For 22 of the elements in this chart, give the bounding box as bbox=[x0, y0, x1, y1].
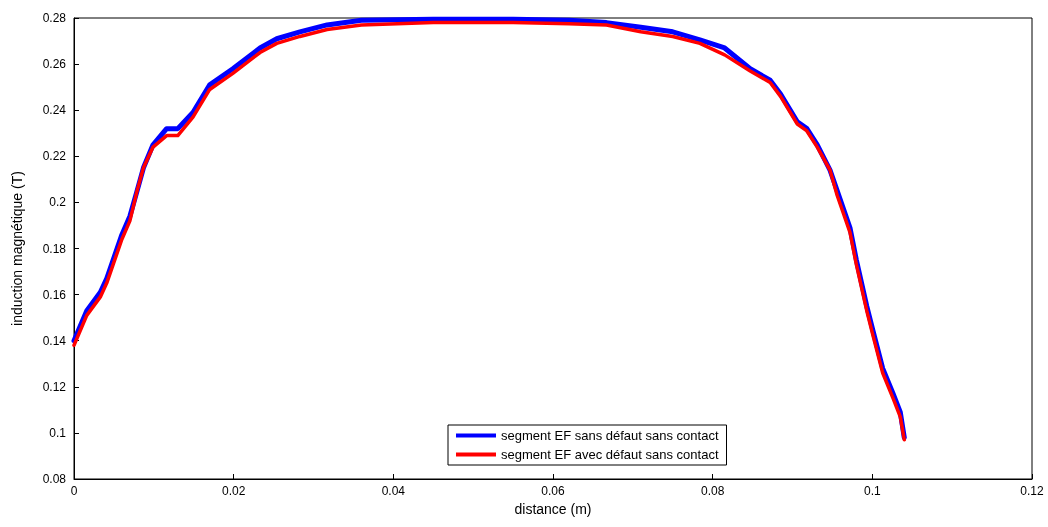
y-tick-label: 0.14 bbox=[42, 333, 67, 348]
legend-label: segment EF sans défaut sans contact bbox=[501, 428, 719, 443]
y-tick-label: 0.2 bbox=[49, 195, 67, 210]
y-tick-label: 0.24 bbox=[42, 103, 67, 118]
y-tick-label: 0.16 bbox=[42, 287, 67, 302]
x-tick-label: 0.02 bbox=[221, 484, 246, 498]
x-tick-label: 0 bbox=[70, 484, 78, 498]
x-tick-label: 0.1 bbox=[863, 484, 881, 498]
y-tick-label: 0.18 bbox=[42, 241, 67, 256]
y-tick-label: 0.26 bbox=[42, 57, 67, 72]
y-tick-label: 0.1 bbox=[49, 425, 67, 440]
y-tick-label: 0.08 bbox=[42, 472, 67, 486]
x-axis-title: distance (m) bbox=[514, 500, 592, 517]
y-tick-label: 0.28 bbox=[42, 11, 67, 25]
x-tick-label: 0.08 bbox=[700, 484, 725, 498]
y-tick-label: 0.12 bbox=[42, 379, 67, 394]
y-axis-title: induction magnétique (T) bbox=[9, 171, 25, 326]
x-tick-label: 0.12 bbox=[1020, 484, 1044, 498]
x-tick-label: 0.04 bbox=[381, 484, 406, 498]
y-tick-label: 0.22 bbox=[42, 149, 67, 164]
x-tick-label: 0.06 bbox=[541, 484, 565, 498]
legend-label: segment EF avec défaut sans contact bbox=[501, 447, 719, 462]
